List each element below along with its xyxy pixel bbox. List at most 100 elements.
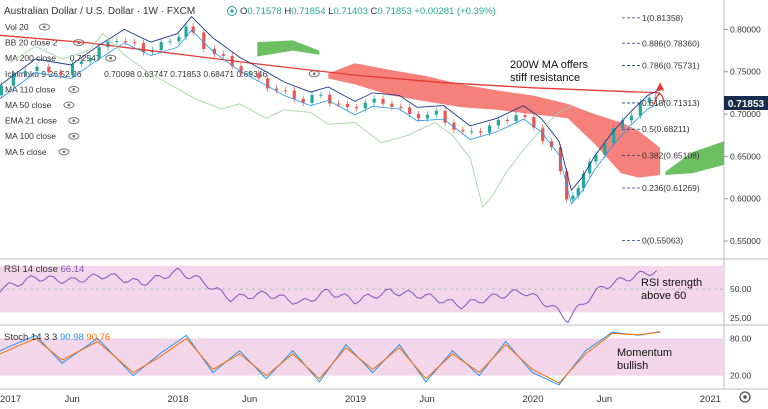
ma-note-line2: stiff resistance — [510, 72, 580, 84]
eye-icon[interactable] — [63, 101, 75, 109]
rsi-plot: 50.00 25.00 — [0, 265, 752, 324]
fib-label: 1(0.81358) — [642, 13, 683, 23]
candle-body — [11, 73, 15, 86]
candle-body — [115, 41, 119, 43]
candle-body — [328, 94, 332, 104]
fib-label: 0(0.55063) — [642, 236, 683, 246]
candle-body — [653, 97, 658, 99]
time-tick-label: Jun — [597, 394, 612, 405]
settings-gear-icon[interactable] — [739, 391, 751, 403]
candle-body — [620, 120, 625, 128]
stoch-plot: 80.00 20.00 — [0, 331, 752, 386]
fib-label: 0.236(0.61269) — [642, 183, 700, 193]
legend-value: 0.70098 0.63747 0.71853 0.68471 0.69346 — [104, 69, 267, 79]
legend-value: 0.72547 — [70, 53, 101, 63]
candle-body — [177, 36, 181, 42]
eye-pupil — [72, 119, 76, 122]
eye-outline — [58, 148, 70, 156]
eye-outline — [63, 101, 75, 109]
candle-body — [70, 63, 75, 75]
time-tick-label: Jun — [419, 394, 434, 405]
eye-icon[interactable] — [68, 132, 80, 140]
candle-body — [319, 94, 323, 96]
candle-body — [301, 98, 305, 103]
arrowhead — [656, 82, 665, 91]
eye-icon[interactable] — [105, 54, 117, 62]
fib-label: 0.382(0.65108) — [642, 150, 700, 160]
rsi-tick-label: 25.00 — [730, 313, 752, 323]
eye-outline — [68, 85, 80, 93]
candle-body — [124, 41, 128, 43]
rsi-note-line1: RSI strength — [641, 277, 702, 289]
time-tick-label: Jun — [242, 394, 257, 405]
eye-pupil — [109, 56, 113, 60]
chikou-line — [8, 32, 572, 209]
eye-icon[interactable] — [68, 117, 80, 125]
eye-pupil — [72, 134, 76, 138]
tenkan-line — [0, 29, 661, 205]
candle-body — [532, 117, 536, 128]
candle-body — [23, 70, 27, 74]
price-tick-label: 0.80000 — [730, 24, 761, 34]
legend-label: Vol 20 — [5, 22, 29, 32]
legend-label: MA 50 close — [5, 100, 52, 110]
candle-body — [629, 115, 634, 121]
candle-body — [381, 98, 385, 104]
candle-body — [106, 41, 110, 48]
candle-body — [310, 94, 314, 103]
kijun-line — [0, 16, 661, 192]
candle-body — [88, 57, 92, 62]
candle-body — [399, 106, 403, 108]
symbol-title: Australian Dollar / U.S. Dollar · 1W · F… — [4, 6, 195, 17]
eye-icon[interactable] — [68, 85, 80, 93]
fib-label: 0.886(0.78360) — [642, 38, 700, 48]
candle-body — [0, 85, 4, 96]
ma-note-line1: 200W MA offers — [510, 59, 589, 71]
candle-body — [425, 114, 429, 119]
candle-body — [239, 66, 243, 74]
eye-pupil — [62, 150, 66, 154]
stoch-title: Stoch 14 3 3 90.98 90.76 — [4, 332, 110, 343]
eye-icon[interactable] — [38, 23, 50, 31]
time-axis: 2017 Jun 2018 Jun 2019 Jun 2020 Jun 2021 — [0, 394, 721, 405]
eye-outline — [105, 54, 117, 62]
candle-body — [191, 26, 195, 33]
eye-icon[interactable] — [308, 70, 320, 78]
candle-body — [603, 143, 607, 155]
candle-body — [576, 188, 580, 196]
time-tick-label: 2020 — [522, 394, 543, 405]
price-tick-label: 0.55000 — [730, 236, 761, 246]
candle-body — [461, 129, 465, 132]
price-plot — [0, 16, 724, 209]
ichimoku-cloud-bearish — [328, 63, 661, 178]
candle-body — [443, 110, 447, 123]
candle-body — [141, 43, 146, 53]
price-tick-label: 0.65000 — [730, 151, 761, 161]
market-status-icon[interactable] — [227, 6, 237, 16]
eye-pupil — [72, 88, 76, 91]
eye-icon[interactable] — [58, 148, 70, 156]
candle-body — [487, 125, 492, 133]
candle-body — [571, 195, 575, 200]
candle-body — [257, 73, 261, 79]
candle-body — [35, 66, 39, 71]
candle-body — [588, 161, 592, 174]
rsi-tick-label: 50.00 — [730, 284, 752, 294]
stoch-k-line — [0, 331, 661, 386]
legend-label: MA 200 close — [5, 53, 56, 63]
candle-body — [523, 115, 527, 118]
eye-outline — [38, 23, 50, 31]
fib-label: 0.618(0.71313) — [642, 98, 700, 108]
fibonacci-levels: 1(0.81358) 0.886(0.78360) 0.786(0.75731) 0.… — [622, 13, 700, 246]
rsi-note-line2: above 60 — [641, 290, 686, 302]
candle-body — [470, 131, 474, 133]
rsi-line — [0, 267, 657, 324]
time-tick-label: 2018 — [167, 394, 188, 405]
legend-label: MA 5 close — [5, 147, 47, 157]
last-price-tag — [724, 96, 768, 110]
candle-body — [363, 102, 367, 109]
stoch-tick-label: 80.00 — [730, 333, 752, 343]
